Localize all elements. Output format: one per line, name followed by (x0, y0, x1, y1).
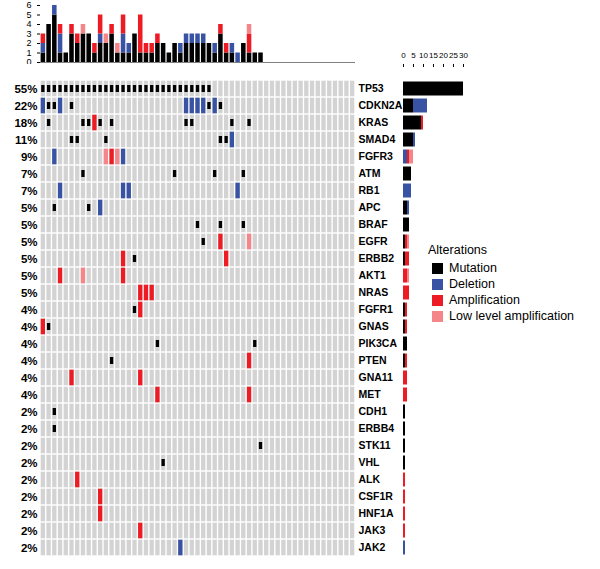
svg-text:5%: 5% (21, 219, 38, 231)
svg-text:KRAS: KRAS (359, 116, 389, 128)
svg-text:5%: 5% (21, 287, 38, 299)
svg-text:55%: 55% (14, 83, 37, 95)
svg-text:4%: 4% (21, 321, 38, 333)
svg-text:GNA11: GNA11 (359, 371, 394, 383)
svg-text:15: 15 (429, 51, 438, 60)
svg-text:SMAD4: SMAD4 (359, 133, 396, 145)
svg-text:5%: 5% (21, 236, 38, 248)
svg-text:2%: 2% (21, 457, 38, 469)
svg-text:CDH1: CDH1 (359, 405, 388, 417)
svg-text:2%: 2% (21, 508, 38, 520)
svg-text:5%: 5% (21, 270, 38, 282)
svg-text:STK11: STK11 (359, 439, 391, 451)
svg-text:2%: 2% (21, 542, 38, 554)
html-text:Low level amplification: Low level amplification (449, 309, 575, 323)
svg-text:0: 0 (401, 51, 406, 60)
svg-text:6: 6 (26, 0, 31, 10)
svg-text:2%: 2% (21, 491, 38, 503)
svg-text:9%: 9% (21, 151, 38, 163)
html-text:Mutation: Mutation (449, 261, 497, 275)
svg-text:ERBB4: ERBB4 (359, 422, 395, 434)
svg-text:7%: 7% (21, 168, 38, 180)
svg-text:4: 4 (26, 19, 31, 29)
svg-text:2%: 2% (21, 440, 38, 452)
svg-text:4%: 4% (21, 389, 38, 401)
svg-text:4%: 4% (21, 355, 38, 367)
svg-text:25: 25 (449, 51, 458, 60)
svg-text:22%: 22% (14, 100, 37, 112)
svg-text:1: 1 (26, 48, 31, 58)
svg-text:FGFR1: FGFR1 (359, 303, 394, 315)
svg-text:PIK3CA: PIK3CA (359, 337, 398, 349)
svg-text:CSF1R: CSF1R (359, 490, 394, 502)
svg-text:18%: 18% (14, 117, 37, 129)
svg-text:4%: 4% (21, 304, 38, 316)
svg-text:ERBB2: ERBB2 (359, 252, 395, 264)
svg-text:EGFR: EGFR (359, 235, 389, 247)
svg-text:20: 20 (439, 51, 448, 60)
html-text:Deletion: Deletion (449, 277, 495, 291)
svg-text:MET: MET (359, 388, 382, 400)
svg-text:5: 5 (26, 10, 31, 20)
svg-text:7%: 7% (21, 185, 38, 197)
svg-text:PTEN: PTEN (359, 354, 387, 366)
svg-text:NRAS: NRAS (359, 286, 389, 298)
svg-text:2%: 2% (21, 423, 38, 435)
svg-text:0: 0 (26, 57, 31, 64)
svg-text:4%: 4% (21, 372, 38, 384)
svg-text:RB1: RB1 (359, 184, 380, 196)
html-text:Alterations: Alterations (428, 243, 488, 257)
svg-text:2%: 2% (21, 525, 38, 537)
svg-text:4%: 4% (21, 338, 38, 350)
svg-text:ALK: ALK (359, 473, 381, 485)
svg-text:JAK2: JAK2 (359, 541, 386, 553)
html-text:Amplification: Amplification (449, 293, 520, 307)
svg-text:2%: 2% (21, 406, 38, 418)
svg-text:2: 2 (26, 38, 31, 48)
svg-text:GNAS: GNAS (359, 320, 389, 332)
svg-text:5: 5 (411, 51, 416, 60)
svg-text:CDKN2A: CDKN2A (359, 99, 403, 111)
svg-text:2%: 2% (21, 474, 38, 486)
svg-text:5%: 5% (21, 253, 38, 265)
svg-text:JAK3: JAK3 (359, 524, 386, 536)
svg-text:AKT1: AKT1 (359, 269, 387, 281)
svg-text:ATM: ATM (359, 167, 381, 179)
svg-text:10: 10 (419, 51, 428, 60)
svg-text:APC: APC (359, 201, 382, 213)
svg-text:5%: 5% (21, 202, 38, 214)
svg-text:FGFR3: FGFR3 (359, 150, 394, 162)
svg-text:3: 3 (26, 29, 31, 39)
svg-text:VHL: VHL (359, 456, 381, 468)
svg-text:11%: 11% (15, 134, 37, 146)
svg-text:TP53: TP53 (359, 82, 384, 94)
svg-text:BRAF: BRAF (359, 218, 389, 230)
svg-text:HNF1A: HNF1A (359, 507, 394, 519)
svg-text:30: 30 (459, 51, 468, 60)
